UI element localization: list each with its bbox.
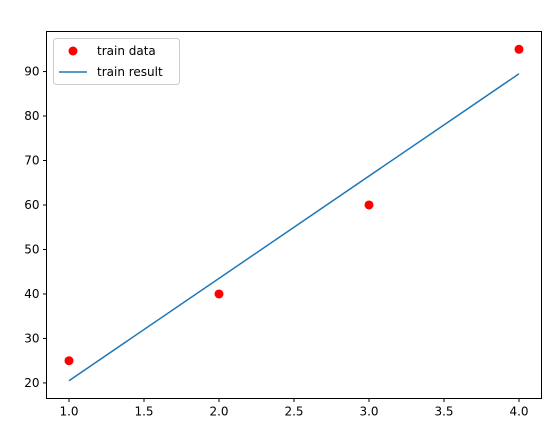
y-tick-label: 90 [24,65,39,79]
data-point-train-data [514,44,524,54]
y-tick-label: 50 [24,242,39,256]
series-line-train-result [68,73,520,382]
x-tick-label: 3.0 [359,405,378,419]
y-tick-label: 40 [24,287,39,301]
y-tick-label: 70 [24,154,39,168]
x-tick-label: 2.5 [284,405,303,419]
y-tick-label: 20 [24,376,39,390]
data-point-train-data [64,356,74,366]
y-tick-label: 80 [24,109,39,123]
x-tick-label: 2.0 [209,405,228,419]
x-axis-ticks: 1.0 1.5 2.0 2.5 3.0 3.5 4.0 [59,398,529,419]
data-point-train-data [364,200,374,210]
x-tick-label: 1.5 [134,405,153,419]
y-tick-label: 30 [24,331,39,345]
y-tick-label: 60 [24,198,39,212]
legend: train data train result [53,38,180,85]
y-axis-ticks: 20 30 40 50 60 70 80 90 [24,65,47,390]
legend-label-train-result: train result [97,65,163,79]
legend-marker-train-data [68,46,78,56]
x-tick-label: 3.5 [434,405,453,419]
legend-box [53,38,180,85]
x-tick-label: 1.0 [59,405,78,419]
axes-frame [46,31,542,399]
data-point-train-data [214,289,224,299]
plot-area [64,44,524,382]
legend-label-train-data: train data [97,44,156,58]
x-tick-label: 4.0 [509,405,528,419]
